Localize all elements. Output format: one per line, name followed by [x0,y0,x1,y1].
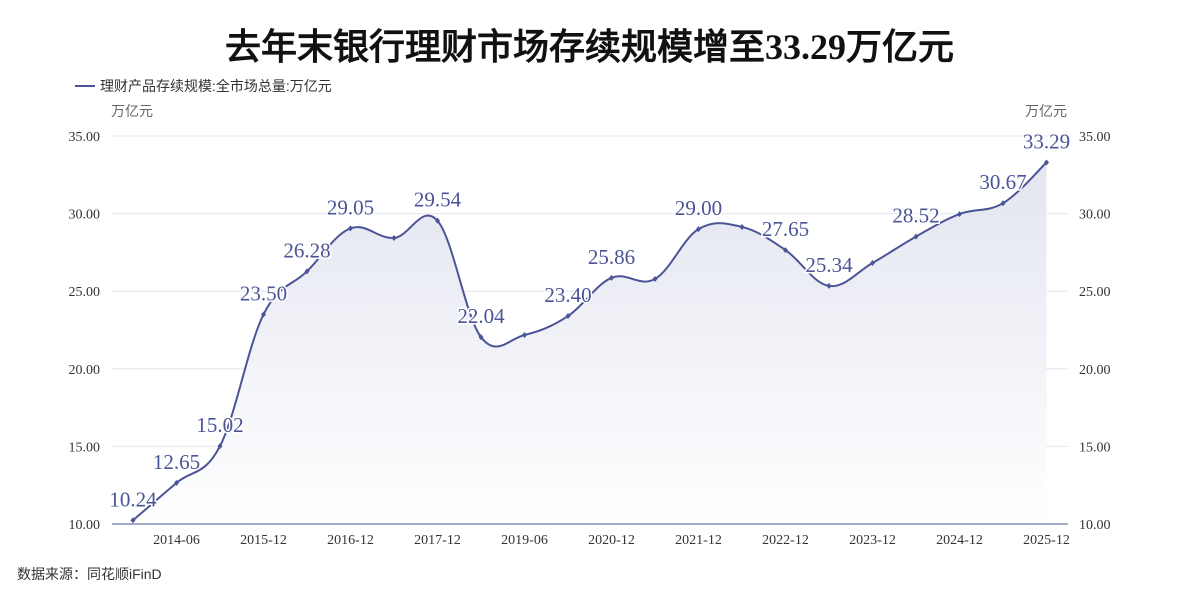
y-axis-left-unit: 万亿元 [111,103,153,119]
data-point [870,259,875,266]
data-point [565,313,571,320]
data-point [174,479,179,486]
data-point [522,331,527,338]
legend[interactable]: 理财产品存续规模:全市场总量:万亿元 [75,76,332,96]
data-label: 30.67 [979,170,1026,194]
data-label: 25.34 [805,253,853,277]
data-point [696,226,701,233]
data-point [391,234,397,241]
data-label: 33.29 [1023,130,1070,154]
data-label: 12.65 [153,450,200,474]
y-tick-label-right: 10.00 [1079,518,1111,533]
x-tick-label: 2015-12 [240,533,287,548]
data-label: 29.00 [675,196,722,220]
x-tick-label: 2014-06 [153,533,200,548]
data-label: 28.52 [892,204,939,228]
legend-swatch [75,85,95,87]
data-point [1044,159,1049,166]
legend-label: 理财产品存续规模:全市场总量:万亿元 [100,78,332,94]
data-label: 22.04 [457,304,505,328]
x-tick-label: 2016-12 [327,533,374,548]
chart-title: 去年末银行理财市场存续规模增至33.29万亿元 [224,27,954,67]
x-tick-label: 2023-12 [849,533,896,548]
y-axis-right-unit: 万亿元 [1025,103,1067,119]
x-tick-label: 2021-12 [675,533,722,548]
data-point [609,274,614,281]
data-point [130,517,136,524]
data-label: 23.50 [240,281,287,305]
y-tick-label-right: 35.00 [1079,130,1111,145]
data-point [478,334,484,341]
x-tick-label: 2022-12 [762,533,809,548]
x-tick-label: 2017-12 [414,533,461,548]
data-point [348,225,353,232]
data-point [826,282,832,289]
y-tick-label-left: 10.00 [69,518,101,533]
x-tick-label: 2020-12 [588,533,635,548]
y-tick-label-left: 20.00 [69,363,101,378]
data-point [652,275,658,282]
y-tick-label-right: 20.00 [1079,363,1111,378]
data-label: 26.28 [283,238,330,262]
data-point [435,217,440,224]
data-point [261,311,266,318]
data-label: 10.24 [109,487,157,511]
y-tick-label-right: 30.00 [1079,208,1111,223]
x-tick-label: 2025-12 [1023,533,1070,548]
data-label: 29.05 [327,195,374,219]
data-point [783,247,788,254]
series-area [133,162,1047,525]
data-label: 15.02 [196,413,243,437]
y-tick-label-left: 25.00 [69,285,101,300]
data-point [1000,200,1006,207]
data-label: 29.54 [414,188,462,212]
x-tick-label: 2024-12 [936,533,983,548]
data-label: 23.40 [544,283,591,307]
data-point [304,268,310,275]
data-source: 数据来源：同花顺iFinD [17,566,162,582]
data-label: 25.86 [588,245,635,269]
data-label: 27.65 [762,217,809,241]
data-point [217,443,223,450]
y-tick-label-left: 35.00 [69,130,101,145]
data-point [913,233,919,240]
y-tick-label-right: 25.00 [1079,285,1111,300]
y-tick-label-left: 15.00 [69,440,101,455]
data-point [739,223,745,230]
y-tick-label-right: 15.00 [1079,440,1111,455]
x-tick-label: 2019-06 [501,533,548,548]
data-point [957,211,962,218]
y-tick-label-left: 30.00 [69,208,101,223]
